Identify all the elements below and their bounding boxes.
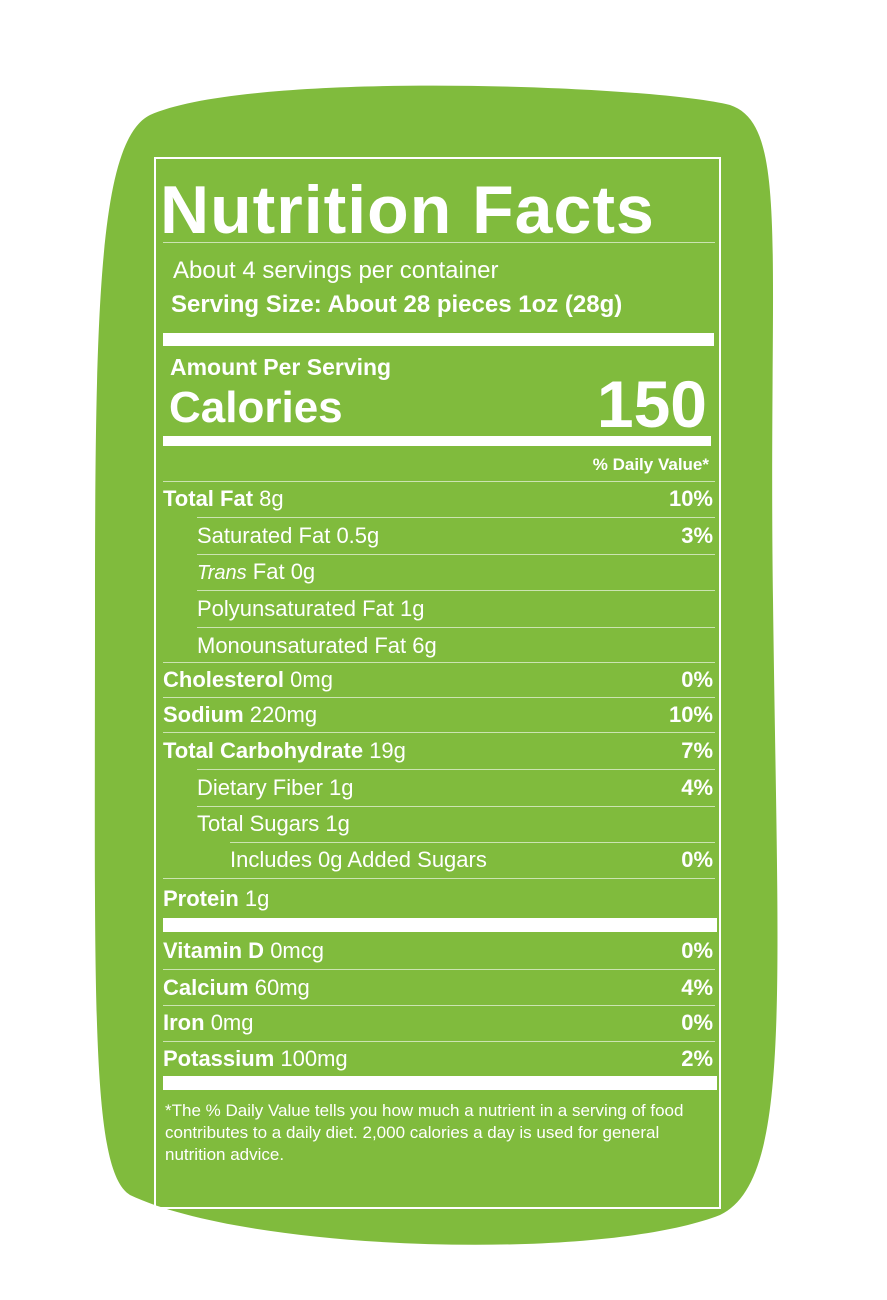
nutrient-name: Dietary Fiber xyxy=(197,775,323,800)
nutrient-row: Sodium 220mg xyxy=(163,702,317,728)
nutrient-name: Cholesterol xyxy=(163,667,285,692)
divider xyxy=(163,878,715,879)
nutrient-name: Total Sugars xyxy=(197,811,320,836)
nutrient-amount: 1g xyxy=(329,775,354,800)
nutrient-name: Fat xyxy=(252,559,285,584)
daily-value: 4% xyxy=(681,775,713,800)
nutrient-name: Iron xyxy=(163,1010,205,1035)
nutrient-name: Vitamin D xyxy=(163,938,265,963)
divider xyxy=(197,627,715,628)
daily-value: 7% xyxy=(681,738,713,763)
amount-per-serving: Amount Per Serving xyxy=(170,354,392,380)
nutrient-row: Vitamin D 0mcg xyxy=(163,938,324,964)
nutrient-amount: 0g xyxy=(290,559,316,584)
nutrient-amount: 220mg xyxy=(249,702,318,727)
divider xyxy=(163,662,715,663)
divider xyxy=(163,969,715,970)
divider xyxy=(163,732,715,733)
nutrient-amount: 0mg xyxy=(290,667,333,692)
title: Nutrition Facts xyxy=(160,172,655,248)
divider xyxy=(163,1041,715,1042)
thick-bar xyxy=(163,333,714,346)
calories-label: Calories xyxy=(169,383,343,432)
nutrient-amount: 100mg xyxy=(280,1046,348,1071)
nutrient-amount: 8g xyxy=(259,486,284,511)
nutrient-row: Includes 0g Added Sugars xyxy=(230,847,487,873)
divider xyxy=(163,1005,715,1006)
divider xyxy=(197,590,715,591)
nutrient-row: Polyunsaturated Fat 1g xyxy=(197,596,425,622)
nutrient-amount: 19g xyxy=(369,738,406,763)
calories-value: 150 xyxy=(596,367,707,441)
nutrient-amount: 0mg xyxy=(210,1010,254,1035)
nutrient-row: Potassium 100mg xyxy=(163,1046,348,1072)
nutrient-amount: 0mcg xyxy=(270,938,324,963)
nutrient-row: Calcium 60mg xyxy=(163,975,310,1001)
nutrient-amount: 0.5g xyxy=(336,523,380,548)
nutrient-row: Trans Fat 0g xyxy=(197,559,315,586)
nutrient-italic: Trans xyxy=(197,562,247,584)
nutrient-row: Monounsaturated Fat 6g xyxy=(197,633,437,659)
thick-bar xyxy=(163,918,717,932)
nutrient-name: Polyunsaturated Fat xyxy=(197,596,394,621)
nutrient-amount: 1g xyxy=(400,596,425,621)
nutrient-amount: 1g xyxy=(325,811,350,836)
thick-bar xyxy=(163,1076,717,1090)
nutrient-row: Dietary Fiber 1g xyxy=(197,775,354,801)
divider xyxy=(163,242,715,243)
daily-value: 10% xyxy=(668,702,713,727)
footnote: *The % Daily Value tells you how much a … xyxy=(165,1101,684,1164)
daily-value: 0% xyxy=(681,667,713,692)
serving-size: Serving Size: About 28 pieces 1oz (28g) xyxy=(171,291,623,318)
daily-value: 2% xyxy=(681,1046,713,1071)
daily-value: 0% xyxy=(681,847,713,872)
nutrient-row: Total Fat 8g xyxy=(163,486,284,512)
daily-value: 0% xyxy=(681,938,713,963)
nutrient-name: Monounsaturated Fat xyxy=(197,633,407,658)
green-blob xyxy=(94,85,778,1245)
nutrient-row: Total Carbohydrate 19g xyxy=(163,738,406,764)
nutrient-amount: 60mg xyxy=(254,975,310,1000)
dv-header: % Daily Value* xyxy=(592,455,709,474)
nutrient-row: Iron 0mg xyxy=(163,1010,253,1036)
daily-value: 10% xyxy=(668,486,713,511)
nutrient-name: Total Fat xyxy=(163,486,254,511)
nutrient-row: Cholesterol 0mg xyxy=(163,667,333,693)
divider xyxy=(197,769,715,770)
divider xyxy=(163,697,715,698)
thick-bar xyxy=(163,436,711,446)
nutrient-name: Total Carbohydrate xyxy=(163,738,364,763)
nutrient-name: Calcium xyxy=(163,975,249,1000)
daily-value: 0% xyxy=(681,1010,713,1035)
nutrient-name: Protein xyxy=(163,886,239,911)
nutrient-amount: 6g xyxy=(412,633,437,658)
nutrient-row: Protein 1g xyxy=(163,886,269,912)
nutrient-name: Saturated Fat xyxy=(197,523,331,548)
nutrient-name: Potassium xyxy=(163,1046,275,1071)
divider xyxy=(197,806,715,807)
nutrient-name: Sodium xyxy=(163,702,244,727)
servings: About 4 servings per container xyxy=(173,257,499,284)
divider xyxy=(230,842,715,843)
divider xyxy=(197,554,715,555)
nutrient-amount: 1g xyxy=(244,886,270,911)
divider xyxy=(197,517,715,518)
nutrient-name: Includes 0g Added Sugars xyxy=(230,847,487,872)
divider xyxy=(163,481,715,482)
panel-border xyxy=(154,157,721,1209)
nutrient-row: Saturated Fat 0.5g xyxy=(197,523,379,549)
daily-value: 4% xyxy=(681,975,713,1000)
nutrient-row: Total Sugars 1g xyxy=(197,811,350,837)
daily-value: 3% xyxy=(681,523,713,548)
